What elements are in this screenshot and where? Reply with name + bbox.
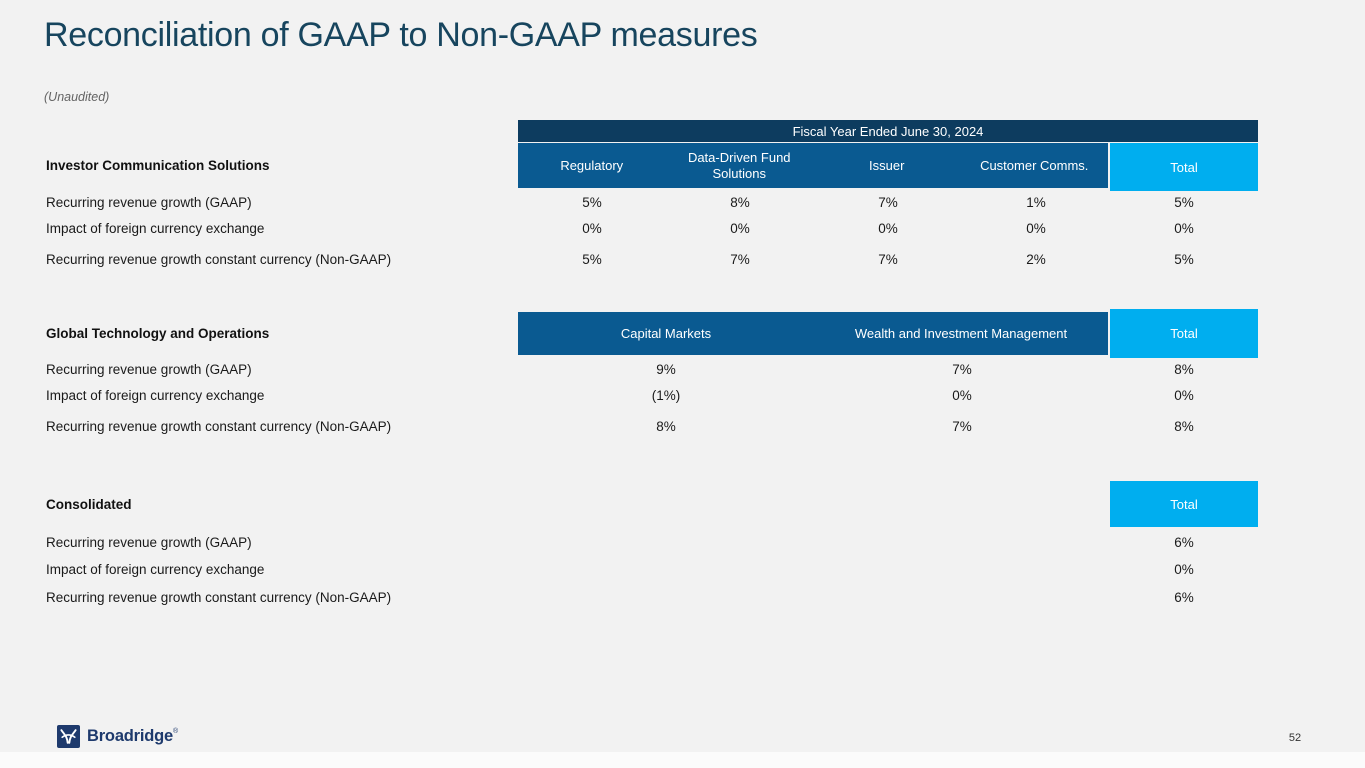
row-label: Impact of foreign currency exchange bbox=[46, 220, 265, 236]
row-label: Impact of foreign currency exchange bbox=[46, 561, 265, 577]
column-header-total: Total bbox=[1110, 143, 1258, 191]
table1-header-row: Regulatory Data-Driven Fund Solutions Is… bbox=[518, 143, 1108, 188]
column-header: Wealth and Investment Management bbox=[854, 325, 1068, 341]
table-cell: 0% bbox=[878, 220, 898, 236]
table-row: Impact of foreign currency exchange (1%)… bbox=[44, 382, 1258, 408]
table-cell: 7% bbox=[878, 251, 898, 267]
table-cell: 8% bbox=[656, 418, 676, 434]
table-cell: 0% bbox=[1174, 387, 1194, 403]
table-cell: 2% bbox=[1026, 251, 1046, 267]
table-cell: 5% bbox=[582, 194, 602, 210]
table-row: Recurring revenue growth (GAAP) 6% bbox=[44, 529, 1258, 555]
table-cell: 0% bbox=[1026, 220, 1046, 236]
page-title: Reconciliation of GAAP to Non-GAAP measu… bbox=[44, 16, 758, 54]
table-row: Impact of foreign currency exchange 0% 0… bbox=[44, 215, 1258, 241]
section-label-gto: Global Technology and Operations bbox=[46, 326, 270, 341]
table-cell: 0% bbox=[730, 220, 750, 236]
table-cell: 0% bbox=[952, 387, 972, 403]
column-header: Issuer bbox=[869, 157, 905, 173]
row-label: Recurring revenue growth (GAAP) bbox=[46, 534, 252, 550]
section-label-ics: Investor Communication Solutions bbox=[46, 157, 270, 173]
table-row: Recurring revenue growth (GAAP) 9% 7% 8% bbox=[44, 356, 1258, 382]
registered-mark: ® bbox=[173, 728, 179, 735]
table-cell: 5% bbox=[582, 251, 602, 267]
column-header-total: Total bbox=[1110, 481, 1258, 527]
table-cell: 0% bbox=[1174, 561, 1194, 577]
row-label: Recurring revenue growth (GAAP) bbox=[46, 361, 252, 377]
table-cell: 1% bbox=[1026, 194, 1046, 210]
table-cell: 5% bbox=[1174, 251, 1194, 267]
table-cell: 6% bbox=[1174, 589, 1194, 605]
table-cell: 7% bbox=[952, 418, 972, 434]
unaudited-note: (Unaudited) bbox=[44, 90, 110, 104]
table2-header-row: Capital Markets Wealth and Investment Ma… bbox=[518, 312, 1108, 355]
bottom-strip bbox=[0, 752, 1365, 768]
table-row: Recurring revenue growth constant curren… bbox=[44, 584, 1258, 610]
broadridge-logo: Broadridge ® bbox=[57, 725, 178, 748]
row-label: Recurring revenue growth constant curren… bbox=[46, 251, 392, 267]
page-number: 52 bbox=[1288, 732, 1302, 744]
broadridge-logo-text: Broadridge bbox=[87, 727, 174, 745]
table-cell: (1%) bbox=[651, 387, 681, 403]
column-header-total: Total bbox=[1110, 309, 1258, 358]
row-label: Impact of foreign currency exchange bbox=[46, 387, 265, 403]
table-cell: 6% bbox=[1174, 534, 1194, 550]
section-label-consolidated: Consolidated bbox=[46, 496, 132, 512]
row-label: Recurring revenue growth constant curren… bbox=[46, 418, 392, 434]
table-cell: 0% bbox=[1174, 220, 1194, 236]
broadridge-logo-icon bbox=[57, 725, 80, 748]
table-cell: 5% bbox=[1174, 194, 1194, 210]
table-row: Recurring revenue growth constant curren… bbox=[44, 413, 1258, 439]
column-header: Regulatory bbox=[560, 157, 624, 173]
column-header: Customer Comms. bbox=[980, 157, 1089, 173]
column-header: Data-Driven Fund Solutions bbox=[687, 149, 791, 181]
column-header: Capital Markets bbox=[620, 325, 712, 341]
table-cell: 7% bbox=[952, 361, 972, 377]
table-row: Recurring revenue growth (GAAP) 5% 8% 7%… bbox=[44, 189, 1258, 215]
row-label: Recurring revenue growth constant curren… bbox=[46, 589, 392, 605]
table-row: Recurring revenue growth constant curren… bbox=[44, 246, 1258, 272]
table-cell: 8% bbox=[1174, 418, 1194, 434]
table-cell: 8% bbox=[1174, 361, 1194, 377]
table-row: Impact of foreign currency exchange 0% bbox=[44, 556, 1258, 582]
fiscal-year-band: Fiscal Year Ended June 30, 2024 bbox=[518, 120, 1258, 142]
row-label: Recurring revenue growth (GAAP) bbox=[46, 194, 252, 210]
table-cell: 7% bbox=[878, 194, 898, 210]
table-cell: 8% bbox=[730, 194, 750, 210]
table-cell: 7% bbox=[730, 251, 750, 267]
table-cell: 0% bbox=[582, 220, 602, 236]
table-cell: 9% bbox=[656, 361, 676, 377]
